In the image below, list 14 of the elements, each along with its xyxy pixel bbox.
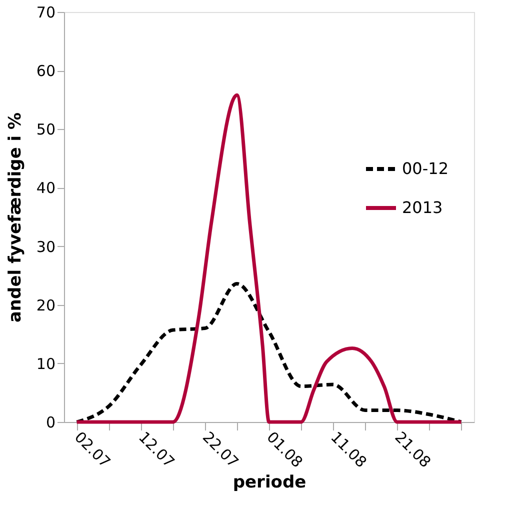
line-series: [75, 282, 463, 424]
x-axis-title: periode: [232, 472, 306, 493]
y-tick-label: 60: [36, 62, 56, 80]
y-tick-label: 0: [46, 414, 56, 432]
legend-label: 2013: [402, 198, 443, 217]
y-axis-title: andel fyvefærdige i %: [5, 112, 26, 323]
y-tick-label: 10: [36, 354, 56, 373]
y-tick-label: 70: [36, 4, 56, 22]
y-tick-label: 30: [36, 238, 56, 256]
y-tick-label: 50: [36, 120, 56, 139]
y-tick-label: 40: [36, 179, 56, 198]
legend-label: 00-12: [402, 159, 448, 178]
y-tick-label: 20: [36, 296, 56, 314]
line-series: [75, 93, 463, 424]
